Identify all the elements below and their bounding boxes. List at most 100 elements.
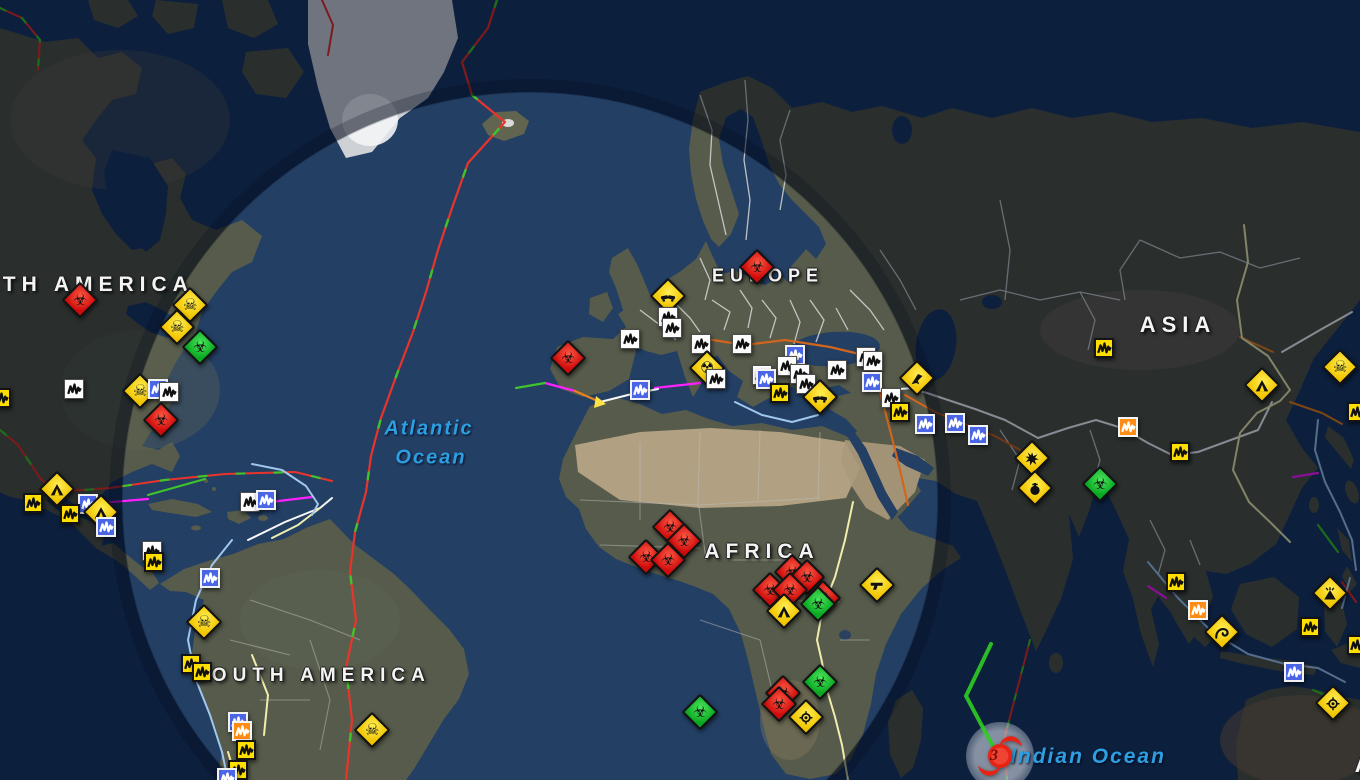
earthquake-icon-body	[1166, 572, 1186, 592]
earthquake-icon[interactable]	[236, 740, 256, 760]
earthquake-icon[interactable]	[691, 334, 711, 354]
vehicle-accident-icon[interactable]	[649, 277, 687, 315]
hazard-glyph: ☣	[692, 702, 708, 721]
biohazard-icon[interactable]: ☣	[142, 401, 180, 439]
hazard-glyph	[1323, 586, 1338, 601]
hazard-glyph	[94, 505, 109, 520]
earthquake-icon-body	[827, 360, 847, 380]
earthquake-icon-body	[863, 351, 883, 371]
earthquake-icon[interactable]	[1118, 417, 1138, 437]
toxic-hazard-icon-body: ☠	[185, 603, 223, 641]
hazard-glyph	[1326, 696, 1341, 711]
earthquake-icon[interactable]	[770, 383, 790, 403]
earthquake-icon[interactable]	[1170, 442, 1190, 462]
flood-icon[interactable]	[200, 568, 220, 588]
flood-icon[interactable]	[862, 372, 882, 392]
toxic-hazard-icon[interactable]: ☠	[185, 603, 223, 641]
flood-icon[interactable]	[96, 517, 116, 537]
earthquake-icon[interactable]	[192, 662, 212, 682]
hazard-glyph	[910, 371, 925, 386]
biohazard-icon[interactable]: ☣	[681, 693, 719, 731]
flood-icon[interactable]	[256, 490, 276, 510]
continent-label: SOUTH AMERICA	[193, 665, 431, 686]
earthquake-icon[interactable]	[827, 360, 847, 380]
earthquake-icon[interactable]	[64, 379, 84, 399]
earthquake-icon[interactable]	[706, 369, 726, 389]
biohazard-icon-body: ☣	[181, 328, 219, 366]
cyclone-icon[interactable]	[976, 732, 1024, 780]
flood-icon[interactable]	[968, 425, 988, 445]
ocean-label: Atlantic	[384, 417, 474, 440]
armed-conflict-icon[interactable]	[858, 566, 896, 604]
bomb-icon[interactable]	[1016, 469, 1054, 507]
earthquake-icon[interactable]	[0, 388, 11, 408]
earthquake-icon[interactable]	[1188, 600, 1208, 620]
flood-icon[interactable]	[630, 380, 650, 400]
earthquake-icon[interactable]	[863, 351, 883, 371]
earthquake-icon[interactable]	[159, 382, 179, 402]
impact-icon[interactable]	[787, 698, 825, 736]
refugee-camp-icon[interactable]	[765, 592, 803, 630]
earthquake-icon[interactable]	[732, 334, 752, 354]
biohazard-icon[interactable]: ☣	[801, 663, 839, 701]
continent-label: NORTH AMERICA	[0, 273, 194, 296]
hazard-glyph	[812, 390, 828, 405]
flood-icon[interactable]	[915, 414, 935, 434]
earthquake-icon[interactable]	[890, 402, 910, 422]
biohazard-icon[interactable]: ☣	[61, 281, 99, 319]
earthquake-icon[interactable]	[1300, 617, 1320, 637]
refugee-camp-icon[interactable]	[38, 470, 76, 508]
hazard-glyph: ☣	[749, 257, 765, 276]
refugee-camp-icon-body	[82, 493, 120, 531]
air-accident-icon[interactable]	[898, 359, 936, 397]
refugee-camp-icon[interactable]	[1243, 366, 1281, 404]
earthquake-icon-body	[691, 334, 711, 354]
earthquake-icon[interactable]	[232, 721, 252, 741]
earthquake-icon[interactable]	[1347, 402, 1360, 422]
toxic-hazard-icon[interactable]: ☠	[353, 711, 391, 749]
flood-icon[interactable]	[945, 413, 965, 433]
biohazard-icon[interactable]: ☣	[181, 328, 219, 366]
flood-icon[interactable]	[1284, 662, 1304, 682]
hazard-glyph	[1215, 625, 1230, 640]
refugee-camp-icon-body	[1243, 366, 1281, 404]
earthquake-icon[interactable]	[1347, 635, 1360, 655]
biohazard-icon[interactable]: ☣	[738, 248, 776, 286]
earthquake-icon[interactable]	[23, 493, 43, 513]
impact-icon-body	[1314, 684, 1352, 722]
vehicle-accident-icon[interactable]	[801, 378, 839, 416]
biohazard-icon[interactable]: ☣	[1081, 465, 1119, 503]
earthquake-icon[interactable]	[662, 318, 682, 338]
biohazard-icon[interactable]: ☣	[760, 685, 798, 723]
earthquake-icon[interactable]	[1166, 572, 1186, 592]
toxic-hazard-icon[interactable]: ☠	[1321, 348, 1359, 386]
earthquake-icon[interactable]	[144, 552, 164, 572]
flood-icon[interactable]	[217, 768, 237, 780]
biohazard-icon-body: ☣	[549, 339, 587, 377]
hazard-glyph	[50, 482, 65, 497]
flood-icon-body	[968, 425, 988, 445]
impact-icon[interactable]	[1314, 684, 1352, 722]
ocean-label: Ocean	[395, 446, 467, 469]
earthquake-icon[interactable]	[1094, 338, 1114, 358]
biohazard-icon[interactable]: ☣	[549, 339, 587, 377]
flood-icon-body	[217, 768, 237, 780]
armed-conflict-icon-body	[858, 566, 896, 604]
earthquake-icon[interactable]	[620, 329, 640, 349]
earthquake-icon-body	[890, 402, 910, 422]
continent-label: AFRICA	[704, 540, 820, 563]
biohazard-icon[interactable]: ☣	[799, 585, 837, 623]
explosion-icon[interactable]	[1013, 439, 1051, 477]
hazard-glyph: ☣	[660, 550, 676, 569]
hazard-glyph: ☠	[182, 295, 198, 314]
volcano-icon[interactable]	[1311, 574, 1349, 612]
refugee-camp-icon-body	[765, 592, 803, 630]
earthquake-icon-body	[236, 740, 256, 760]
flood-icon-body	[1284, 662, 1304, 682]
tsunami-icon[interactable]	[1203, 613, 1241, 651]
earthquake-icon[interactable]	[60, 504, 80, 524]
refugee-camp-icon[interactable]	[82, 493, 120, 531]
biohazard-icon[interactable]: ☣	[649, 541, 687, 579]
